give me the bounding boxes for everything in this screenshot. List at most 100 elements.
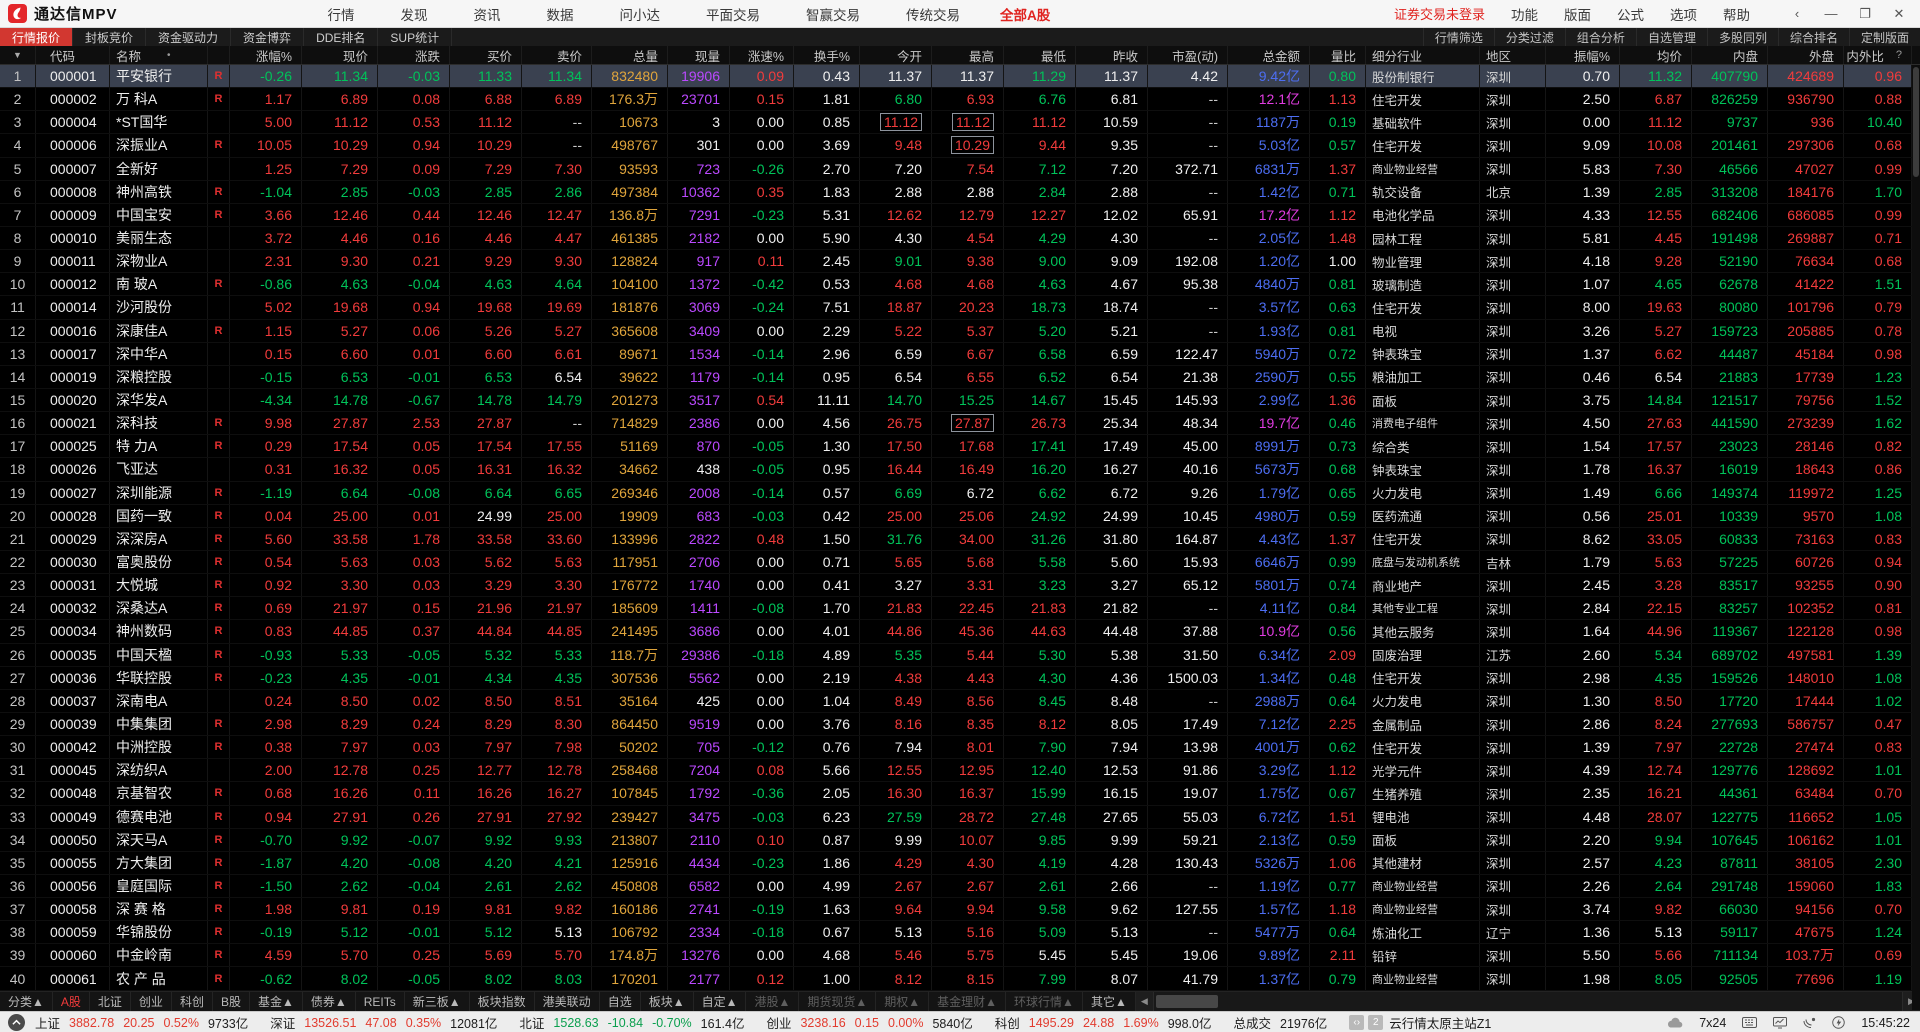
menu-item[interactable]: 传统交易 [906,7,961,23]
market-tab[interactable]: 港美联动 [535,992,600,1011]
menu-item[interactable]: 问小达 [619,7,661,23]
column-header[interactable]: ▼ [0,46,36,64]
menu-options[interactable]: 选项 [1670,7,1697,23]
column-header[interactable] [208,46,230,64]
index-summary[interactable]: 创业 3238.16 0.15 0.00% 5840亿 [766,1013,972,1032]
table-row[interactable]: 13 000017 深中华A 0.15 6.60 0.01 6.60 6.61 89671 153… [0,342,1920,366]
table-row[interactable]: 33 000049 德赛电池 R 0.94 27.91 0.26 27.91 27.92 2394… [0,805,1920,829]
table-row[interactable]: 29 000039 中集集团 R 2.98 8.29 0.24 8.29 8.30 864450 9… [0,712,1920,737]
index-summary[interactable]: 深证 13526.51 47.08 0.35% 12081亿 [270,1013,497,1032]
column-header[interactable]: 买价 [450,46,522,64]
market-tab[interactable]: 期权▲ [876,992,930,1011]
column-header[interactable]: 涨跌 [378,46,450,64]
index-summary[interactable]: 科创 1495.29 24.88 1.69% 998.0亿 [995,1013,1212,1032]
market-tab[interactable]: 北证 [90,992,131,1011]
menu-item[interactable]: 平面交易 [706,7,761,23]
table-row[interactable]: 16 000021 深科技 R 9.98 27.87 2.53 27.87 -- 714829 23… [0,412,1920,436]
table-row[interactable]: 39 000060 中金岭南 R 4.59 5.70 0.25 5.69 5.70 174.8万 1… [0,944,1920,968]
column-header[interactable]: 现价 [302,46,378,64]
column-header[interactable]: 今开 [860,46,932,64]
chart-monitor-icon[interactable] [1773,1016,1788,1029]
table-row[interactable]: 31 000045 深纺织A 2.00 12.78 0.25 12.77 12.78 25846… [0,759,1920,783]
table-row[interactable]: 40 000061 农 产 品 R -0.62 8.02 -0.05 8.02 8.03 1702… [0,967,1920,991]
market-tab[interactable]: 板块指数 [470,992,535,1011]
horizontal-scrollbar-track[interactable] [1153,992,1902,1011]
table-row[interactable]: 3 000004 *ST国华 5.00 11.12 0.53 11.12 -- 10673 3 0.… [0,111,1920,135]
toolbar-tab[interactable]: 行情报价 [0,28,74,46]
column-header[interactable]: 总量 [592,46,668,64]
column-header[interactable]: 外盘 [1768,46,1844,64]
market-tab[interactable]: 板块▲ [641,992,694,1011]
column-header[interactable]: 名称 • [110,46,208,64]
toolbar-tab[interactable]: 资金博弈 [231,28,305,46]
market-tab[interactable]: 其它▲ [1083,992,1136,1011]
table-row[interactable]: 1 000001 平安银行 R -0.26 11.34 -0.03 11.33 11.34 832… [0,65,1920,89]
table-row[interactable]: 17 000025 特 力A R 0.29 17.54 0.05 17.54 17.55 5116… [0,435,1920,459]
column-header[interactable]: 涨速% [730,46,794,64]
menu-item[interactable]: 数据 [546,7,574,23]
menu-functions[interactable]: 功能 [1511,7,1538,23]
market-tab[interactable]: 自选 [600,992,641,1011]
column-header[interactable]: 最高 [932,46,1004,64]
market-tab[interactable]: 基金▲ [250,992,303,1011]
column-header[interactable]: 最低 [1004,46,1076,64]
market-tab[interactable]: B股 [213,992,250,1011]
table-row[interactable]: 24 000032 深桑达A R 0.69 21.97 0.15 21.96 21.97 1856… [0,597,1920,621]
table-row[interactable]: 36 000056 皇庭国际 R -1.50 2.62 -0.04 2.61 2.62 45080… [0,874,1920,899]
table-row[interactable]: 22 000030 富奥股份 R 0.54 5.63 0.03 5.62 5.63 117951 2… [0,550,1920,575]
table-row[interactable]: 5 000007 全新好 1.25 7.29 0.09 7.29 7.30 93593 723 -0… [0,157,1920,181]
table-row[interactable]: 7 000009 中国宝安 R 3.66 12.46 0.44 12.46 12.47 136.8… [0,203,1920,227]
table-row[interactable]: 37 000058 深 赛 格 R 1.98 9.81 0.19 9.81 9.82 160186… [0,898,1920,922]
column-header[interactable]: 换手% [794,46,860,64]
column-header[interactable]: 振幅% [1546,46,1620,64]
toolbar-tab[interactable]: SUP统计 [378,28,453,46]
market-tab[interactable]: 债券▲ [303,992,356,1011]
column-header[interactable]: 内外比? [1844,46,1912,64]
market-tab[interactable]: 环球行情▲ [1006,992,1083,1011]
column-header[interactable]: 量比 [1310,46,1366,64]
table-row[interactable]: 10 000012 南 玻A R -0.86 4.63 -0.04 4.63 4.64 10410… [0,273,1920,297]
menu-item[interactable]: 资讯 [473,7,501,23]
maximize-button[interactable]: ❐ [1859,5,1871,21]
menu-item[interactable]: 行情 [327,7,355,23]
column-header[interactable]: 昨收 [1076,46,1148,64]
toolbar-tool[interactable]: 组合分析 [1564,28,1636,46]
toolbar-tool[interactable]: 综合排名 [1777,28,1849,46]
vertical-scrollbar[interactable] [1912,65,1920,1010]
market-tab[interactable]: 新三板▲ [405,992,470,1011]
market-tab[interactable]: 港股▲ [746,992,800,1011]
horizontal-scrollbar[interactable]: ◀▶ [1135,992,1920,1011]
menu-formula[interactable]: 公式 [1617,7,1644,23]
market-tab[interactable]: 基金理财▲ [929,992,1007,1011]
column-header[interactable]: 地区 [1480,46,1546,64]
table-row[interactable]: 14 000019 深粮控股 -0.15 6.53 -0.01 6.53 6.54 39622 1… [0,365,1920,389]
table-row[interactable]: 15 000020 深华发A -4.34 14.78 -0.67 14.78 14.79 201… [0,388,1920,413]
toolbar-tab[interactable]: DDE排名 [304,28,379,46]
table-row[interactable]: 21 000029 深深房A R 5.60 33.58 1.78 33.58 33.60 1339… [0,527,1920,551]
table-row[interactable]: 4 000006 深振业A R 10.05 10.29 0.94 10.29 -- 498767 3… [0,134,1920,158]
market-tab[interactable]: 期货现货▲ [799,992,877,1011]
column-header[interactable]: 总金额 [1228,46,1310,64]
cloud-icon[interactable] [1667,1017,1683,1028]
menu-item[interactable]: 发现 [400,7,428,23]
column-header[interactable]: 细分行业 [1366,46,1480,64]
index-summary[interactable]: 上证 3882.78 20.25 0.52% 9733亿 [35,1013,248,1032]
table-row[interactable]: 6 000008 神州高铁 R -1.04 2.85 -0.03 2.85 2.86 497384… [0,180,1920,204]
table-row[interactable]: 30 000042 中洲控股 R 0.38 7.97 0.03 7.97 7.98 50202 70… [0,736,1920,760]
table-row[interactable]: 27 000036 华联控股 R -0.23 4.35 -0.01 4.34 4.35 30753… [0,666,1920,690]
table-row[interactable]: 9 000011 深物业A 2.31 9.30 0.21 9.29 9.30 128824 917… [0,250,1920,274]
toolbar-tool[interactable]: 定制版面 [1848,28,1920,46]
table-row[interactable]: 32 000048 京基智农 R 0.68 16.26 0.11 16.26 16.27 1078… [0,782,1920,806]
scroll-left-button[interactable]: ◀ [1135,992,1154,1011]
collapse-button[interactable]: ‹ [1794,6,1800,21]
menu-item[interactable]: 智赢交易 [806,7,861,23]
index-summary[interactable]: 北证 1528.63 -10.84 -0.70% 161.4亿 [519,1013,744,1032]
table-row[interactable]: 23 000031 大悦城 R 0.92 3.30 0.03 3.29 3.30 176772 17… [0,574,1920,598]
market-tab[interactable]: 自定▲ [694,992,747,1011]
column-header[interactable]: 均价 [1620,46,1692,64]
column-header[interactable]: 卖价 [522,46,592,64]
column-header[interactable]: 市盈(动) [1148,46,1228,64]
column-header[interactable]: 代码 [36,46,110,64]
table-row[interactable]: 26 000035 中国天楹 R -0.93 5.33 -0.05 5.32 5.33 118.7… [0,643,1920,667]
corner-dropdown-icon[interactable]: ▼ [13,50,22,60]
